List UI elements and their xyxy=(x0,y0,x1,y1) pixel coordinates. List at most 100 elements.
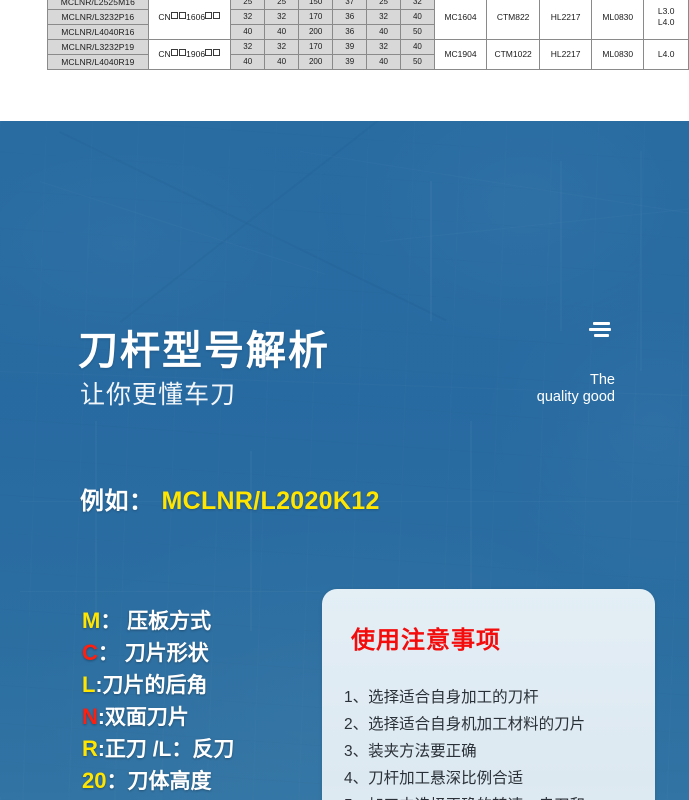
cell-grade: MC1904 xyxy=(433,39,488,70)
square-placeholder-icon xyxy=(171,49,178,57)
legend-key: M xyxy=(82,608,101,633)
tagline: The quality good xyxy=(478,372,615,406)
notes-card-title: 使用注意事项 xyxy=(351,627,501,654)
cell-dim: 40 xyxy=(399,9,435,25)
cell-model: MCLNR/L3232P16 xyxy=(47,9,149,25)
square-placeholder-icon xyxy=(178,49,186,57)
cell-model: MCLNR/L2525M16 xyxy=(47,0,149,10)
cell-dim: 25 xyxy=(264,0,300,10)
tagline-line-2: quality good xyxy=(536,389,615,405)
page-title: 刀杆型号解析 xyxy=(78,329,330,373)
cell-dim: 200 xyxy=(298,24,334,40)
cell-dim: 40 xyxy=(264,54,300,70)
model-code-legend: M： 压板方式 C： 刀片形状 L:刀片的后角 N:双面刀片 R:正刀 /L：反… xyxy=(82,605,332,800)
cell-dim: 50 xyxy=(399,54,435,70)
note-text: 5、加工中选择正确的转速，走刀和 xyxy=(344,797,585,800)
cell-dim: 170 xyxy=(298,9,334,25)
tagline-line-1: The xyxy=(590,372,615,388)
cell-dim: 200 xyxy=(298,54,334,70)
list-item: 20：刀体高度 xyxy=(82,765,332,797)
square-placeholder-icon xyxy=(205,11,213,19)
cell-dim: 32 xyxy=(230,39,266,55)
legend-key: N xyxy=(82,704,98,729)
table-row: MCLNR/L4040R16 40 40 200 36 40 50 xyxy=(47,24,689,40)
cell-dim: 50 xyxy=(399,24,435,40)
legend-value: 压板方式 xyxy=(121,610,212,633)
legend-key: L xyxy=(82,672,96,697)
legend-value: 刀片形状 xyxy=(118,642,209,665)
cell-grade: CTM1022 xyxy=(486,39,541,70)
legend-sep: : xyxy=(95,674,103,697)
legend-sep: ： xyxy=(100,610,122,633)
list-item: R:正刀 /L：反刀 xyxy=(82,733,332,765)
legend-sep: ： xyxy=(106,770,128,793)
table-row: MCLNR/L4040R19 40 40 200 39 40 50 xyxy=(47,54,689,70)
cell-grade: ML0830 xyxy=(591,39,645,70)
menu-icon-bar xyxy=(593,322,610,325)
square-placeholder-icon xyxy=(213,49,221,57)
list-item: 4、刀杆加工悬深比例合适 xyxy=(344,765,644,792)
cell-dim: 170 xyxy=(298,39,334,55)
menu-icon[interactable] xyxy=(589,322,615,342)
square-placeholder-icon xyxy=(205,49,213,57)
spec-table: MCLNR/L2525M16 CN 1606 25 25 150 37 25 32… xyxy=(47,0,689,70)
legend-value: 双面刀片 xyxy=(104,706,189,729)
cell-dim: 32 xyxy=(230,9,266,25)
cell-insert-group-2: CN 1906 xyxy=(147,39,232,70)
cell-dim: 25 xyxy=(230,0,266,10)
legend-value: 正刀 /L：反刀 xyxy=(104,738,235,761)
legend-value: 刀片的后角 xyxy=(102,674,208,697)
cell-dim: 40 xyxy=(399,39,435,55)
cell-dim: 40 xyxy=(230,54,266,70)
cell-dim: 150 xyxy=(298,0,334,10)
cell-grade: HL2217 xyxy=(539,39,593,70)
cell-dim: 36 xyxy=(332,24,368,40)
cell-dim: 40 xyxy=(264,24,300,40)
spec-table-section: MCLNR/L2525M16 CN 1606 25 25 150 37 25 32… xyxy=(0,0,689,121)
cell-dim: 37 xyxy=(332,0,368,10)
cell-dim: 36 xyxy=(332,9,368,25)
cell-grade: CTM822 xyxy=(486,0,541,40)
list-item: L:刀片的后角 xyxy=(82,669,332,701)
legend-sep: : xyxy=(97,738,105,761)
table-row: MCLNR/L3232P19 CN 1906 32 32 170 39 32 40… xyxy=(47,39,689,70)
cell-grade: MC1604 xyxy=(433,0,488,40)
cell-dim: 40 xyxy=(230,24,266,40)
legend-key: R xyxy=(82,736,98,761)
legend-sep: ： xyxy=(97,642,119,665)
list-item: 3、装夹方法要正确 xyxy=(344,738,644,765)
example-label: 例如： xyxy=(80,488,154,515)
cell-dim: 32 xyxy=(264,9,300,25)
legend-sep: : xyxy=(97,706,105,729)
cell-model: MCLNR/L4040R16 xyxy=(47,24,149,40)
cell-model: MCLNR/L4040R19 xyxy=(47,54,149,70)
example-code: MCLNR/L2020K12 xyxy=(161,487,380,515)
cell-dim: 32 xyxy=(399,0,435,10)
note-text: 4、刀杆加工悬深比例合适 xyxy=(344,770,524,787)
square-placeholder-icon xyxy=(213,11,221,19)
note-text: 2、选择适合自身机加工材料的刀片 xyxy=(344,716,586,733)
cell-dim: 39 xyxy=(332,54,368,70)
list-item: 1、选择适合自身加工的刀杆 xyxy=(344,684,644,711)
cell-dim: 40 xyxy=(366,54,401,70)
note-text: 3、装夹方法要正确 xyxy=(344,743,477,760)
list-item: N:双面刀片 xyxy=(82,701,332,733)
menu-icon-bar xyxy=(594,334,609,337)
list-item: C： 刀片形状 xyxy=(82,637,332,669)
square-placeholder-icon xyxy=(171,11,178,19)
list-item: 5、加工中选择正确的转速，走刀和切削余量 xyxy=(344,792,644,800)
list-item: 2、选择适合自身机加工材料的刀片 xyxy=(344,711,644,738)
cell-dim: 32 xyxy=(366,9,401,25)
page-subtitle: 让你更懂车刀 xyxy=(80,381,237,409)
cell-insert-group-1: CN 1606 xyxy=(147,0,232,40)
cell-dim: 39 xyxy=(332,39,368,55)
cell-dim: 32 xyxy=(264,39,300,55)
cell-grade: ML0830 xyxy=(591,0,645,40)
cell-grade: HL2217 xyxy=(539,0,593,40)
cell-chipbreaker: L3.0 L4.0 xyxy=(643,0,689,40)
square-placeholder-icon xyxy=(178,11,186,19)
cell-dim: 25 xyxy=(366,0,401,10)
usage-notes-card: 使用注意事项 1、选择适合自身加工的刀杆 2、选择适合自身机加工材料的刀片 3、… xyxy=(322,589,655,800)
cell-model: MCLNR/L3232P19 xyxy=(47,39,149,55)
